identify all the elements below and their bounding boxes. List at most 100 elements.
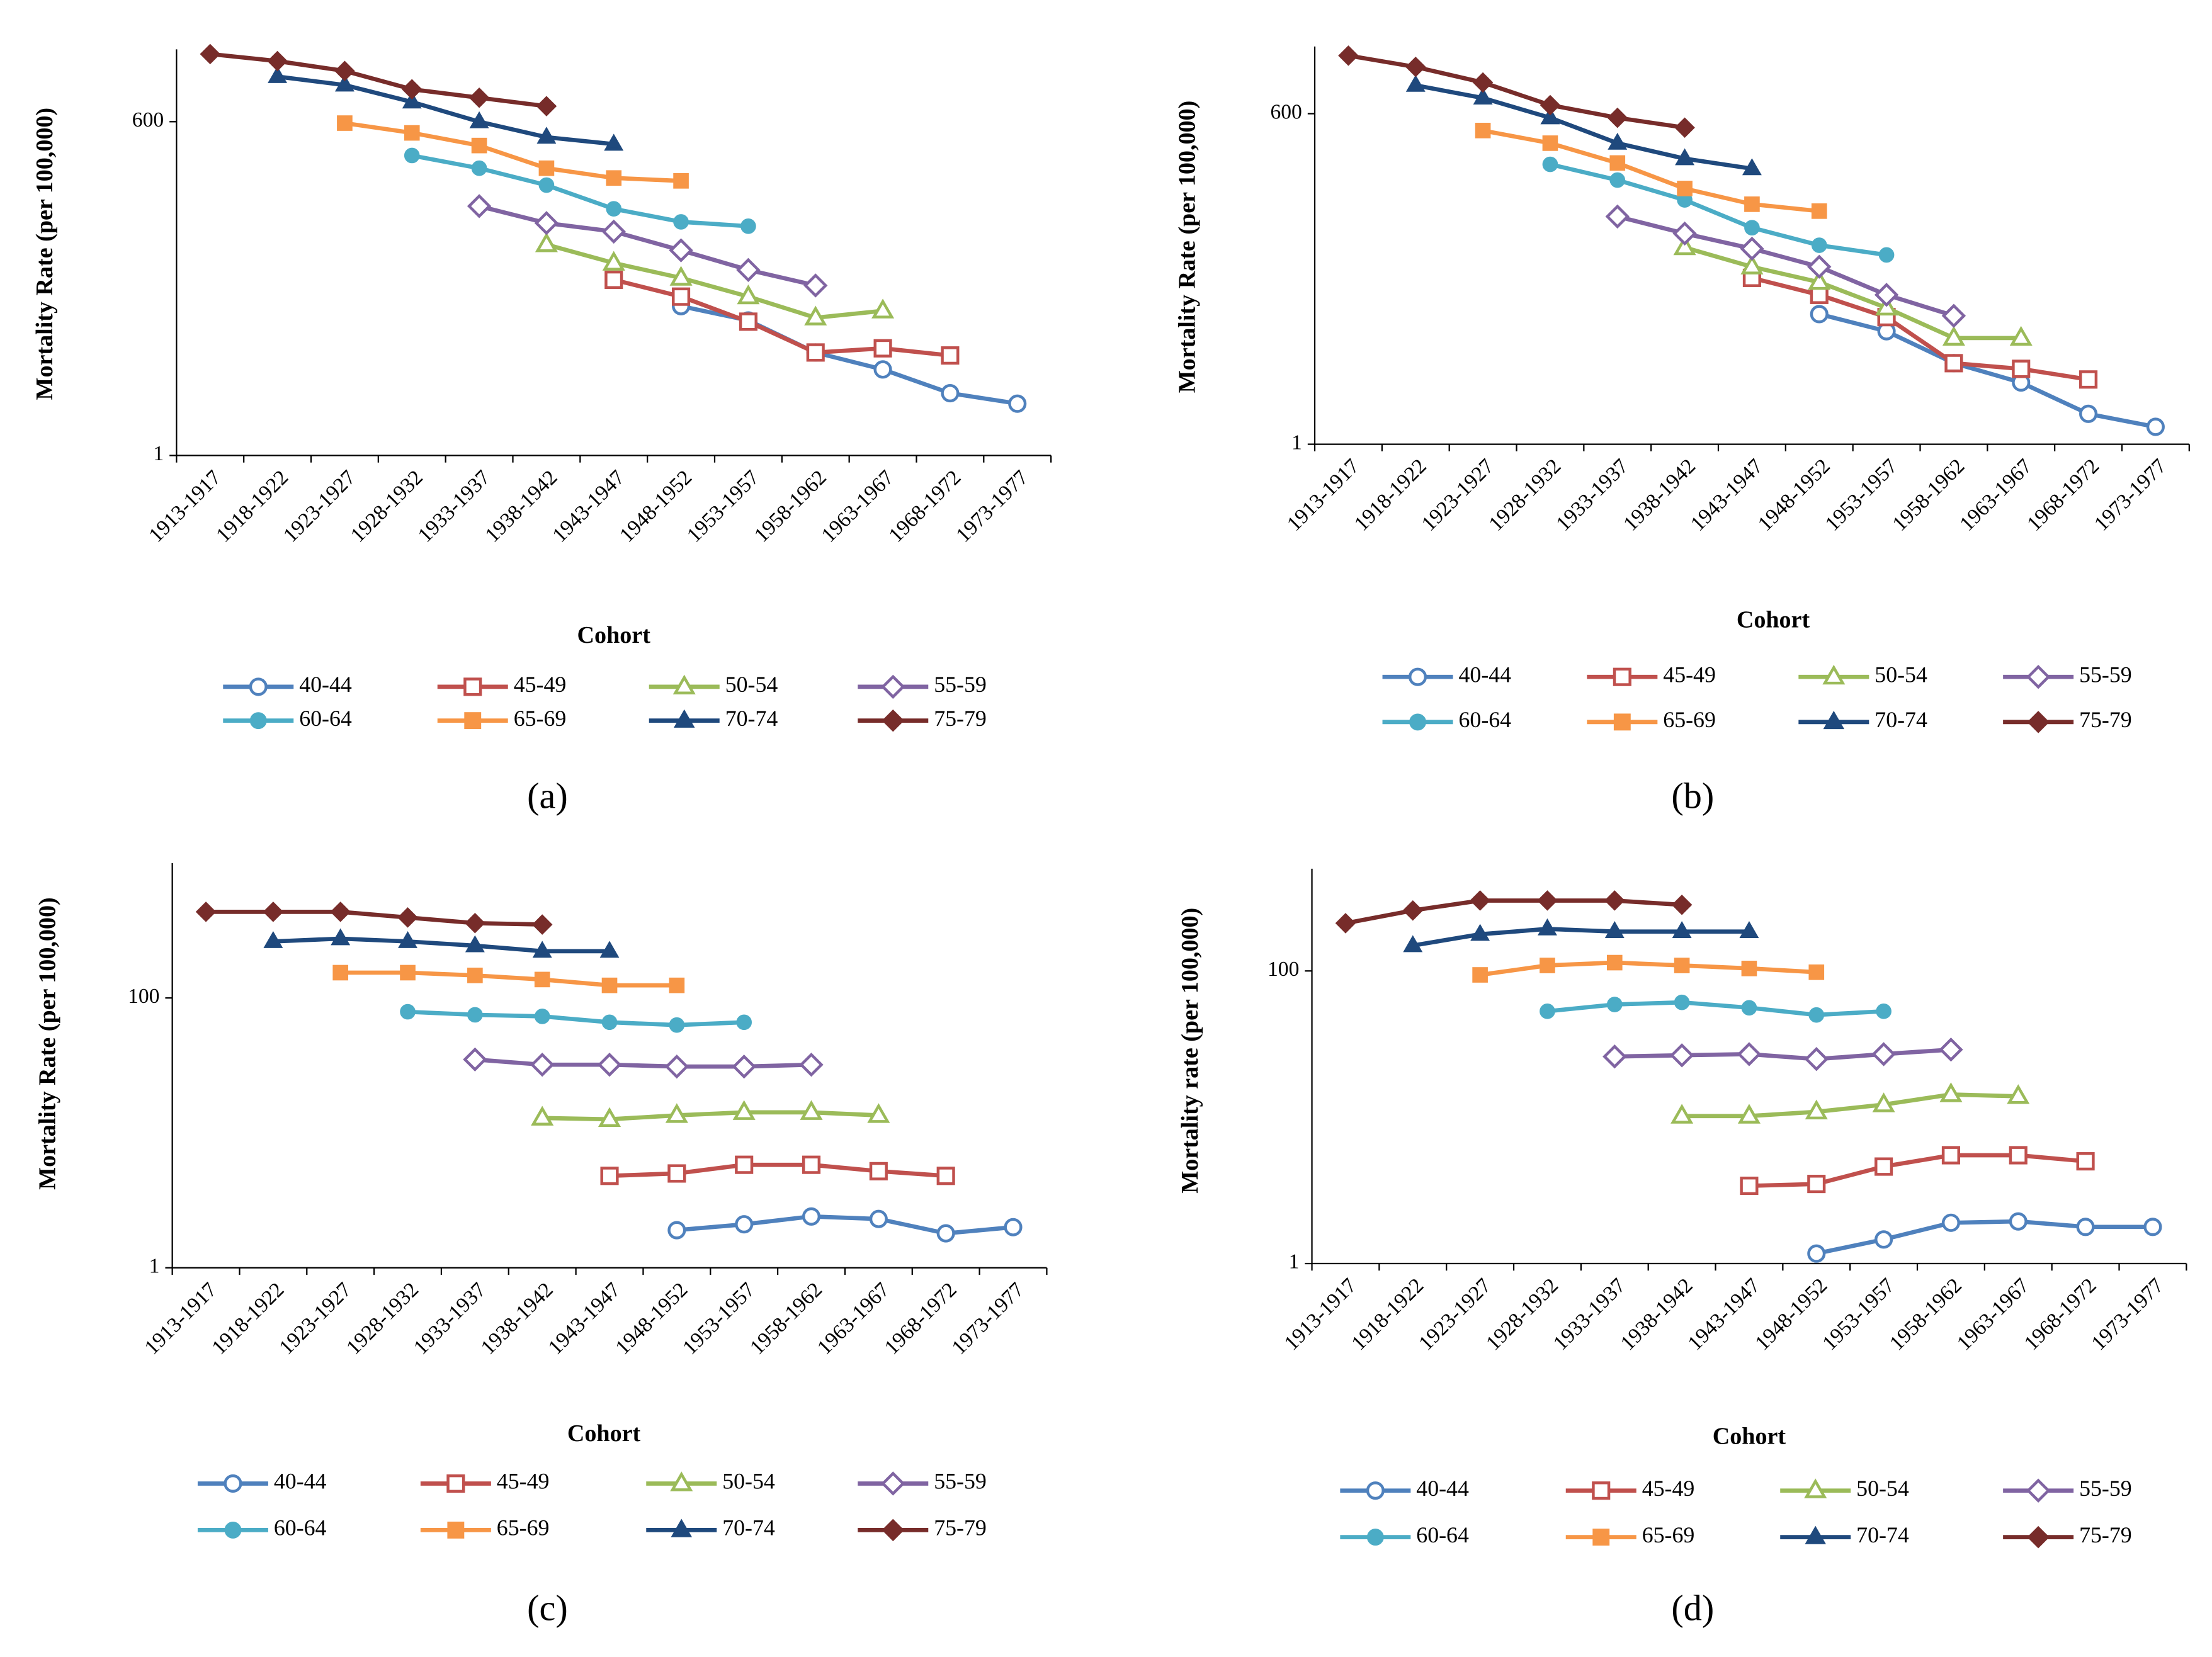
data-point (1808, 269, 1831, 290)
data-point (601, 1014, 618, 1031)
data-point (606, 170, 622, 186)
data-point (1540, 107, 1560, 125)
data-point (667, 1164, 686, 1183)
legend-marker (2026, 1478, 2051, 1503)
data-point (532, 941, 552, 958)
data-point (1604, 921, 1625, 938)
data-point (597, 1053, 622, 1077)
x-tick-label: 1953-1957 (683, 466, 764, 547)
data-point (195, 902, 217, 922)
data-point (1744, 220, 1760, 236)
data-point (1542, 156, 1558, 172)
series-line (475, 1057, 812, 1069)
data-point (1808, 1007, 1825, 1023)
x-tick-label: 1958-1962 (746, 1278, 827, 1359)
data-point (1004, 1218, 1023, 1236)
series-line (1482, 128, 1820, 213)
series-line (1682, 1092, 2019, 1119)
legend-marker (670, 1471, 693, 1491)
data-point (1876, 1004, 1892, 1019)
x-tick-label: 1943-1947 (548, 466, 629, 547)
data-point (1939, 1038, 1963, 1062)
data-point (2079, 404, 2098, 423)
data-point (536, 127, 557, 144)
data-point (601, 219, 626, 244)
data-point (599, 941, 620, 958)
legend-label: 70-74 (725, 706, 778, 731)
legend-label: 60-64 (1416, 1522, 1469, 1547)
data-point (404, 125, 420, 141)
series-line (210, 52, 547, 109)
legend-label: 70-74 (1875, 707, 1927, 732)
data-point (1605, 204, 1630, 229)
x-tick-label: 1948-1952 (1750, 1274, 1832, 1355)
series-line (1412, 927, 1749, 948)
data-point (1740, 236, 1764, 261)
panel: 1 600 1913-19171918-19221923-19271928-1932… (31, 43, 1052, 816)
x-axis-title: Cohort (567, 1420, 641, 1447)
data-point (665, 1103, 688, 1123)
data-point (536, 96, 557, 116)
series-line (407, 1009, 744, 1027)
data-point (534, 971, 550, 988)
x-tick-label: 1963-1967 (813, 1278, 894, 1359)
data-point (1942, 325, 1965, 346)
series-line (613, 278, 951, 358)
legend-label: 55-59 (2079, 1476, 2132, 1501)
data-point (334, 60, 355, 82)
data-point (465, 912, 485, 934)
x-tick-label: 1938-1942 (1616, 1274, 1698, 1355)
caption: (b) (1671, 775, 1714, 816)
legend-marker (1822, 664, 1846, 685)
data-point (1008, 394, 1027, 413)
legend-marker (882, 1518, 904, 1542)
legend-label: 75-79 (2079, 707, 2132, 732)
data-point (1737, 1042, 1762, 1066)
series-line (277, 74, 615, 147)
data-point (936, 1167, 955, 1185)
data-point (598, 1107, 621, 1128)
data-point (468, 87, 490, 108)
y-tick-label: 100 (128, 985, 159, 1008)
legend-marker (447, 1521, 465, 1539)
x-tick-label: 1918-1922 (1350, 455, 1431, 536)
legend-label: 45-49 (1663, 662, 1716, 687)
data-point (1670, 1104, 1694, 1124)
data-point (330, 902, 351, 922)
legend-label: 65-69 (514, 706, 567, 731)
panel: 1 100 1913-19171918-19221923-19271928-1932… (34, 862, 1048, 1629)
legend-marker (1592, 1481, 1611, 1500)
data-point (1607, 107, 1628, 128)
series-line (1818, 312, 2157, 429)
caption: (d) (1671, 1588, 1714, 1629)
x-tick-label: 1923-1927 (279, 466, 360, 547)
data-point (2076, 1152, 2095, 1171)
legend-label: 60-64 (299, 706, 352, 731)
data-point (1741, 1000, 1757, 1016)
data-point (1804, 1046, 1829, 1072)
data-point (263, 902, 284, 922)
data-point (1807, 254, 1832, 279)
x-tick-label: 1948-1952 (611, 1278, 692, 1359)
x-tick-label: 1928-1932 (342, 1278, 423, 1359)
legend-marker (881, 1471, 905, 1496)
y-tick-label: 1 (149, 1254, 160, 1277)
data-point (1402, 900, 1424, 921)
data-point (397, 907, 418, 928)
series-line (1751, 276, 2089, 382)
data-point (873, 360, 892, 379)
data-point (2007, 1084, 2030, 1104)
legend-label: 65-69 (1663, 707, 1716, 732)
data-point (471, 137, 487, 154)
data-point (467, 1007, 483, 1023)
x-tick-label: 1933-1937 (1549, 1274, 1630, 1355)
data-point (1740, 254, 1764, 274)
series-line (344, 121, 681, 183)
legend-label: 50-54 (1856, 1476, 1909, 1501)
data-point (1604, 890, 1625, 911)
legend-marker (1613, 667, 1631, 686)
data-point (1674, 994, 1690, 1010)
x-axis-title: Cohort (577, 622, 651, 648)
x-tick-label: 1968-1972 (2020, 1274, 2101, 1355)
x-tick-label: 1923-1927 (275, 1278, 356, 1359)
